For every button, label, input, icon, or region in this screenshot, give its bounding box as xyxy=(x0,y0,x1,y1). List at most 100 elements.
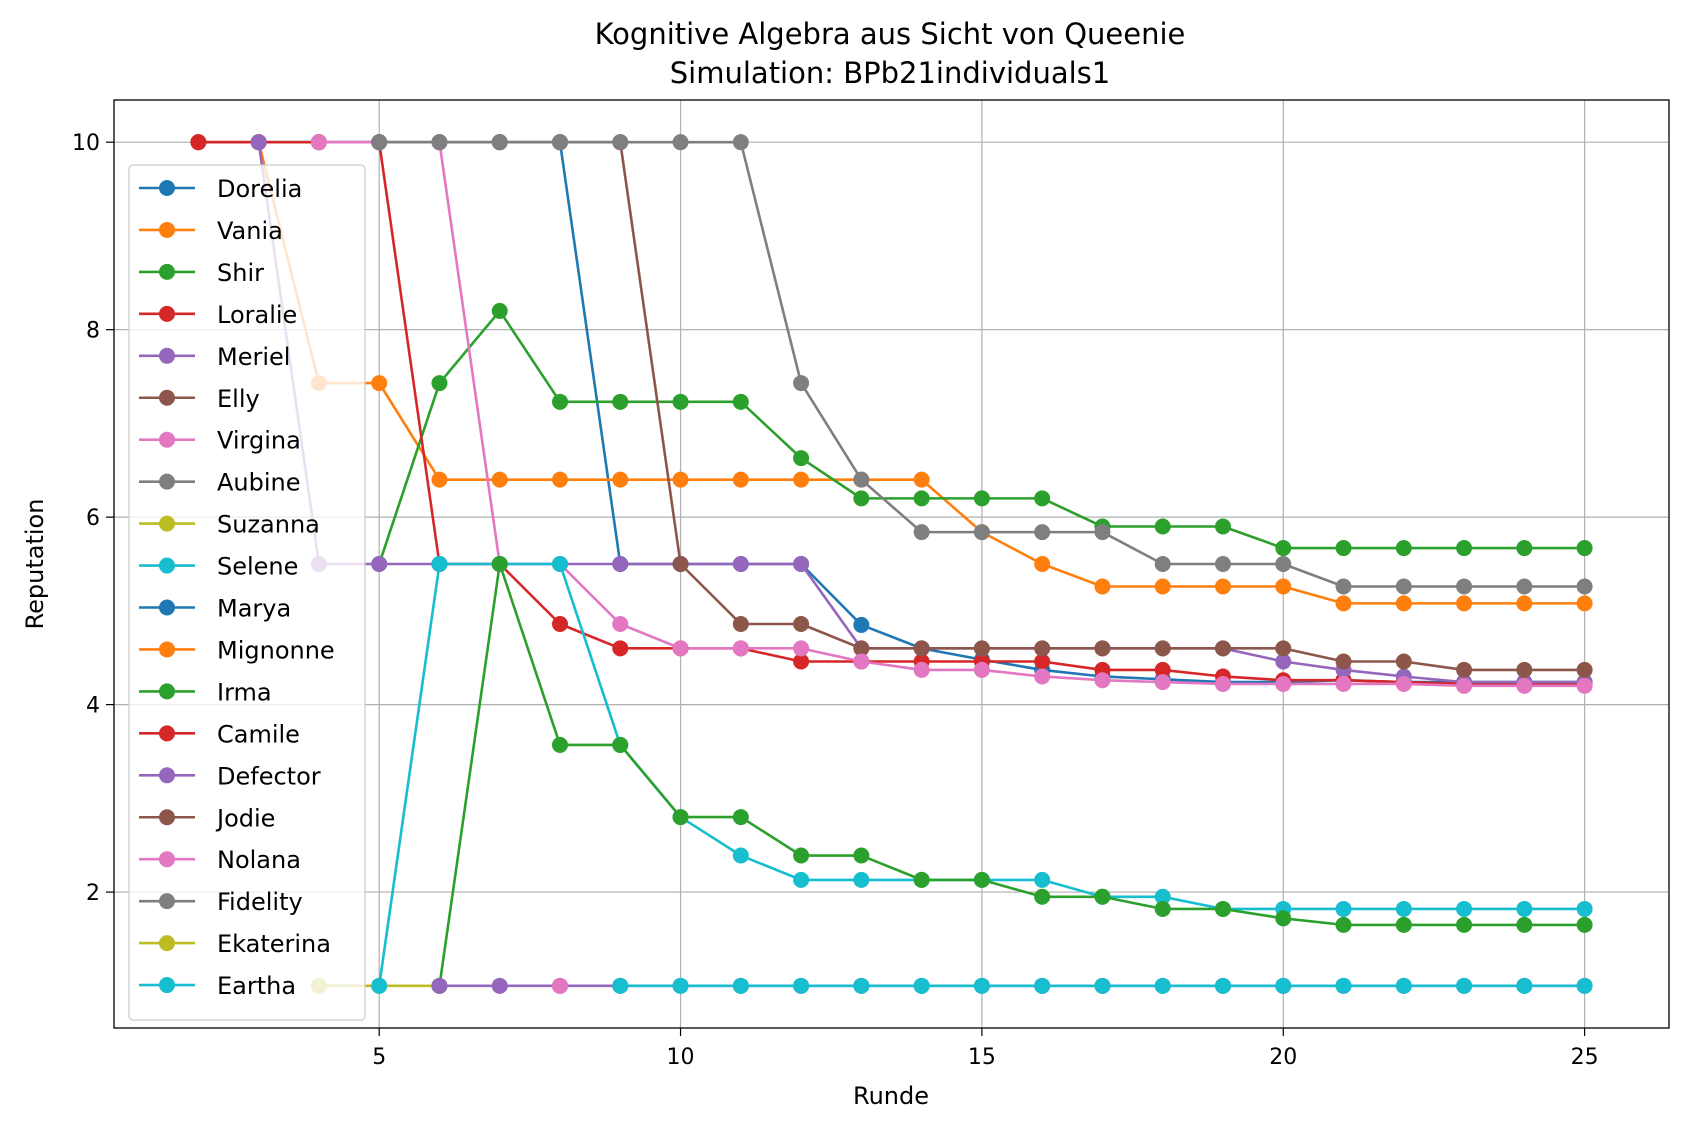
legend-item-vania: Vania xyxy=(139,217,283,245)
data-point-loralie xyxy=(612,640,629,657)
data-point-aubine xyxy=(431,134,448,151)
legend-label: Suzanna xyxy=(217,511,320,539)
data-point-elly xyxy=(1275,640,1292,657)
data-point-shir xyxy=(1275,540,1292,557)
data-point-eartha xyxy=(1395,977,1412,994)
legend-label: Irma xyxy=(217,678,272,706)
legend-swatch-marker xyxy=(159,263,175,280)
data-point-elly xyxy=(1456,661,1473,678)
legend-swatch-marker xyxy=(159,977,175,994)
data-point-elly xyxy=(1154,640,1171,657)
legend-swatch-marker xyxy=(159,347,175,364)
data-point-virgina xyxy=(1275,675,1292,692)
legend-item-suzanna: Suzanna xyxy=(139,511,320,539)
legend-item-aubine: Aubine xyxy=(139,469,301,497)
data-point-selene xyxy=(552,556,569,572)
data-point-elly xyxy=(1214,640,1231,657)
data-point-aubine xyxy=(973,524,990,541)
data-point-shir xyxy=(1335,540,1352,557)
data-point-elly xyxy=(793,615,810,632)
series-eartha xyxy=(612,977,1593,994)
legend-item-meriel: Meriel xyxy=(139,343,290,371)
data-point-elly xyxy=(1576,661,1593,678)
data-point-vania xyxy=(1275,578,1292,595)
data-point-irma xyxy=(1576,916,1593,933)
data-point-elly xyxy=(1516,661,1533,678)
data-point-shir xyxy=(793,450,810,467)
data-point-vania xyxy=(491,471,508,488)
data-point-aubine xyxy=(1094,524,1111,541)
legend-label: Marya xyxy=(217,595,291,623)
legend-label: Camile xyxy=(217,720,300,748)
data-point-selene xyxy=(1154,888,1171,905)
data-point-shir xyxy=(1034,490,1051,507)
data-point-eartha xyxy=(1034,977,1051,994)
data-point-eartha xyxy=(1214,977,1231,994)
legend-item-ekaterina: Ekaterina xyxy=(139,930,331,958)
legend-swatch-marker xyxy=(159,305,175,322)
data-point-shir xyxy=(1576,540,1593,557)
legend-swatch-marker xyxy=(159,893,175,910)
data-point-virgina xyxy=(1456,677,1473,694)
legend-swatch-marker xyxy=(159,557,175,574)
data-point-meriel xyxy=(250,134,267,151)
series-irma xyxy=(431,556,1593,994)
data-point-virgina xyxy=(1516,677,1533,694)
legend-label: Jodie xyxy=(215,804,275,832)
data-point-virgina xyxy=(793,640,810,657)
x-tick-label: 10 xyxy=(667,1045,695,1070)
legend-swatch-marker xyxy=(159,725,175,742)
legend-label: Meriel xyxy=(217,343,290,371)
data-point-aubine xyxy=(1335,578,1352,595)
data-point-loralie xyxy=(1154,661,1171,678)
data-point-elly xyxy=(973,640,990,657)
data-point-virgina xyxy=(612,615,629,632)
data-point-shir xyxy=(552,393,569,410)
x-axis-label: Runde xyxy=(853,1082,929,1110)
data-point-defector xyxy=(491,977,508,994)
legend-label: Eartha xyxy=(217,972,296,1000)
data-point-defector xyxy=(431,977,448,994)
data-point-irma xyxy=(1214,900,1231,917)
data-point-meriel xyxy=(793,556,810,572)
data-point-vania xyxy=(1335,595,1352,612)
data-point-elly xyxy=(1395,653,1412,670)
legend-swatch-marker xyxy=(159,473,175,490)
data-point-shir xyxy=(973,490,990,507)
data-point-vania xyxy=(552,471,569,488)
legend-label: Nolana xyxy=(217,846,301,874)
ticks: 5 10 15 20 25 2 4 6 8 10 xyxy=(72,131,1599,1070)
data-point-meriel xyxy=(1275,653,1292,670)
data-point-irma xyxy=(793,847,810,864)
data-point-vania xyxy=(1576,595,1593,612)
data-point-elly xyxy=(853,640,870,657)
legend-item-defector: Defector xyxy=(139,762,321,790)
data-point-eartha xyxy=(672,977,689,994)
data-point-eartha xyxy=(1335,977,1352,994)
data-point-meriel xyxy=(732,556,749,572)
legend-swatch-marker xyxy=(159,389,175,406)
data-point-aubine xyxy=(853,471,870,488)
data-point-loralie xyxy=(1034,653,1051,670)
data-point-eartha xyxy=(1094,977,1111,994)
legend-item-selene: Selene xyxy=(139,553,298,581)
legend-swatch-marker xyxy=(159,641,175,658)
y-axis-label: Reputation xyxy=(21,499,49,630)
data-point-selene xyxy=(1335,900,1352,917)
data-point-vania xyxy=(371,375,388,392)
data-point-shir xyxy=(1154,518,1171,535)
legend-swatch-marker xyxy=(159,431,175,448)
data-point-shir xyxy=(732,393,749,410)
legend-item-virgina: Virgina xyxy=(139,427,301,455)
legend-label: Dorelia xyxy=(217,175,302,203)
data-point-vania xyxy=(1094,578,1111,595)
data-point-eartha xyxy=(973,977,990,994)
x-tick-label: 5 xyxy=(372,1045,386,1070)
data-point-aubine xyxy=(1154,556,1171,572)
data-point-irma xyxy=(612,736,629,753)
data-point-selene xyxy=(1576,900,1593,917)
data-point-virgina xyxy=(973,661,990,678)
data-point-selene xyxy=(853,871,870,888)
legend-swatch-marker xyxy=(159,767,175,784)
